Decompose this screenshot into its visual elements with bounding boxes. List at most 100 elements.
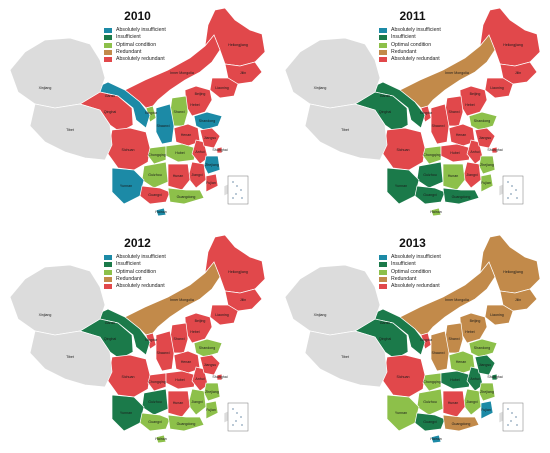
inset-island-1 (236, 412, 238, 414)
map-legend: Absolutely insufficient Insufficient Optim… (379, 27, 441, 63)
province-label-shanghai: Shanghai (487, 148, 503, 152)
province-label-beijing: Beijing (469, 92, 481, 96)
inset-island-0 (232, 181, 234, 183)
province-label-inner-mongolia: Inner Mongolia (170, 298, 194, 302)
province-label-guangxi: Guangxi (148, 420, 162, 424)
province-label-guizhou: Guizhou (423, 400, 437, 404)
province-label-beijing: Beijing (194, 92, 206, 96)
legend-swatch (379, 277, 387, 283)
province-guangxi (139, 185, 171, 205)
province-heilongjiang (204, 7, 266, 67)
province-label-shaanxi: Shaanxi (431, 351, 445, 355)
province-label-jiangsu: Jiangsu (203, 363, 217, 367)
province-label-shandong: Shandong (473, 346, 491, 350)
province-label-fujian: Fujian (481, 408, 491, 412)
inset-island-5 (232, 424, 234, 426)
province-label-zhejiang: Zhejiang (480, 163, 494, 167)
legend-item: Absolutely redundant (379, 56, 441, 63)
province-tibet (304, 103, 388, 161)
south-china-sea-inset (502, 402, 524, 432)
province-label-yunnan: Yunnan (119, 411, 133, 415)
legend-item: Redundant (104, 276, 166, 283)
province-label-xinjiang: Xinjiang (38, 313, 52, 317)
province-label-shandong: Shandong (198, 346, 216, 350)
province-guizhou (416, 388, 444, 416)
province-label-qinghai: Qinghai (378, 337, 392, 341)
province-hubei (165, 370, 197, 390)
province-label-guangxi: Guangxi (148, 193, 162, 197)
legend-item: Redundant (379, 49, 441, 56)
map-year-title: 2013 (399, 236, 426, 250)
inset-island-2 (240, 189, 242, 191)
province-hebei (459, 85, 488, 117)
province-label-gansu: Gansu (104, 94, 116, 98)
province-label-anhui: Anhui (195, 377, 205, 381)
province-sichuan (107, 354, 151, 398)
province-label-liaoning: Liaoning (490, 313, 504, 317)
map-year-title: 2010 (124, 9, 151, 23)
province-label-jilin: Jilin (239, 298, 247, 302)
map-legend: Absolutely insufficient Insufficient Optim… (104, 27, 166, 63)
province-label-shanxi: Shanxi (173, 337, 185, 341)
map-panel-0: Heilongjiang Jilin Liaoning Inner Mongolia B… (0, 0, 275, 226)
inset-island-0 (507, 181, 509, 183)
legend-swatch (104, 269, 112, 275)
legend-item: Absolutely insufficient (379, 27, 441, 34)
legend-item: Optimal condition (379, 269, 441, 276)
province-heilongjiang (479, 7, 541, 67)
legend-item: Absolutely insufficient (104, 27, 166, 34)
province-tibet (304, 330, 388, 388)
legend-label: Absolutely insufficient (391, 254, 441, 261)
legend-item: Absolutely redundant (104, 56, 166, 63)
legend-label: Redundant (116, 276, 142, 283)
inset-island-1 (511, 185, 513, 187)
province-label-jiangxi: Jiangxi (191, 173, 203, 177)
province-label-fujian: Fujian (206, 408, 216, 412)
province-label-guangxi: Guangxi (423, 193, 437, 197)
province-label-shandong: Shandong (198, 119, 216, 123)
province-label-hainan: Hainan (155, 210, 167, 214)
legend-item: Redundant (104, 49, 166, 56)
legend-swatch (379, 50, 387, 56)
province-jiangsu (474, 354, 496, 376)
legend-item: Absolutely redundant (379, 283, 441, 290)
legend-label: Insufficient (391, 34, 416, 41)
province-label-hebei: Hebei (465, 330, 475, 334)
legend-label: Optimal condition (391, 41, 432, 48)
province-fujian (480, 173, 494, 193)
province-label-heilongjiang: Heilongjiang (503, 270, 523, 274)
province-label-tibet: Tibet (66, 355, 74, 359)
legend-label: Absolutely insufficient (116, 27, 166, 34)
province-jiangsu (474, 127, 496, 149)
province-label-liaoning: Liaoning (215, 313, 229, 317)
province-label-shanxi: Shanxi (448, 110, 460, 114)
legend-swatch (379, 269, 387, 275)
province-label-inner-mongolia: Inner Mongolia (170, 71, 194, 75)
china-map (9, 234, 266, 444)
province-label-ningxia: Ningxia (420, 338, 432, 342)
legend-label: Redundant (391, 276, 417, 283)
province-label-shaanxi: Shaanxi (431, 124, 445, 128)
province-label-hebei: Hebei (465, 103, 475, 107)
legend-label: Redundant (391, 49, 417, 56)
province-guangxi (414, 185, 446, 205)
province-label-hunan: Hunan (447, 401, 459, 405)
legend-item: Optimal condition (104, 42, 166, 49)
legend-item: Absolutely redundant (104, 283, 166, 290)
map-panel-1: Heilongjiang Jilin Liaoning Inner Mongolia B… (275, 0, 550, 226)
province-heilongjiang (204, 234, 266, 294)
legend-label: Optimal condition (116, 268, 157, 275)
map-legend: Absolutely insufficient Insufficient Optim… (104, 254, 166, 290)
province-hainan (430, 434, 442, 444)
map-year-title: 2012 (124, 236, 151, 250)
province-guangdong (442, 187, 480, 205)
legend-label: Absolutely redundant (116, 283, 165, 290)
province-label-henan: Henan (455, 360, 467, 364)
province-label-beijing: Beijing (469, 319, 481, 323)
island-taiwan (498, 410, 504, 424)
province-label-chongqing: Chongqing (423, 380, 441, 384)
province-label-jiangsu: Jiangsu (478, 363, 492, 367)
province-label-jiangxi: Jiangxi (191, 400, 203, 404)
province-shaanxi (155, 330, 175, 372)
